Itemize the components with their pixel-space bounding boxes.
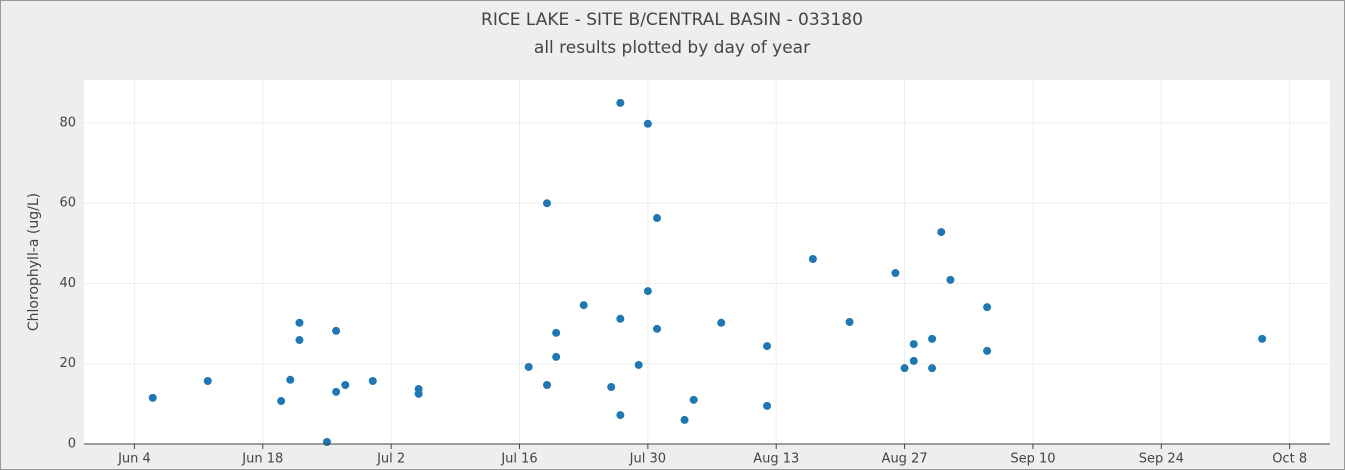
point bbox=[616, 411, 625, 420]
x-tick-label: Jun 4 bbox=[117, 452, 151, 467]
point bbox=[909, 356, 918, 365]
point bbox=[909, 340, 918, 349]
point bbox=[203, 376, 212, 385]
x-tick-label: Jul 16 bbox=[500, 452, 537, 467]
chart-title: RICE LAKE - SITE B/CENTRAL BASIN - 03318… bbox=[481, 10, 863, 30]
point bbox=[689, 395, 698, 404]
point bbox=[552, 328, 561, 337]
chart-subtitle: all results plotted by day of year bbox=[534, 38, 810, 58]
point bbox=[653, 214, 662, 223]
point bbox=[983, 303, 992, 312]
point bbox=[946, 275, 955, 284]
point bbox=[928, 334, 937, 343]
y-tick-label: 60 bbox=[59, 196, 76, 211]
x-tick-label: Aug 13 bbox=[753, 452, 799, 467]
point bbox=[332, 326, 341, 335]
point bbox=[552, 352, 561, 361]
plot-area bbox=[84, 80, 1330, 444]
point bbox=[643, 119, 652, 128]
point bbox=[763, 401, 772, 410]
point bbox=[928, 364, 937, 373]
point bbox=[808, 254, 817, 263]
point bbox=[543, 381, 552, 390]
point bbox=[616, 314, 625, 323]
x-tick-label: Sep 24 bbox=[1139, 452, 1184, 467]
point bbox=[295, 336, 304, 345]
x-tick-label: Jul 2 bbox=[376, 452, 405, 467]
y-tick-label: 0 bbox=[68, 437, 76, 452]
point bbox=[1258, 334, 1267, 343]
point bbox=[983, 346, 992, 355]
x-tick-label: Jun 18 bbox=[241, 452, 283, 467]
point bbox=[900, 364, 909, 373]
point bbox=[277, 397, 286, 406]
point bbox=[543, 199, 552, 208]
point bbox=[414, 389, 423, 398]
point bbox=[891, 269, 900, 278]
point bbox=[607, 383, 616, 392]
point bbox=[845, 317, 854, 326]
point bbox=[763, 342, 772, 351]
x-tick-label: Jul 30 bbox=[629, 452, 666, 467]
point bbox=[643, 287, 652, 296]
x-tick-label: Aug 27 bbox=[882, 452, 928, 467]
point bbox=[680, 415, 689, 424]
point bbox=[295, 318, 304, 327]
point bbox=[579, 301, 588, 310]
y-tick-label: 40 bbox=[59, 276, 76, 291]
point bbox=[341, 381, 350, 390]
point bbox=[148, 393, 157, 402]
point bbox=[524, 362, 533, 371]
y-tick-label: 20 bbox=[59, 356, 76, 371]
point bbox=[322, 437, 331, 446]
x-tick-label: Oct 8 bbox=[1272, 452, 1307, 467]
point bbox=[653, 324, 662, 333]
y-tick-label: 80 bbox=[59, 115, 76, 130]
y-axis-label: Chlorophyll-a (ug/L) bbox=[26, 193, 42, 331]
point bbox=[368, 376, 377, 385]
point bbox=[616, 98, 625, 107]
point bbox=[634, 360, 643, 369]
point bbox=[937, 228, 946, 237]
point bbox=[286, 375, 295, 384]
point bbox=[332, 387, 341, 396]
x-tick-label: Sep 10 bbox=[1010, 452, 1055, 467]
point bbox=[717, 318, 726, 327]
